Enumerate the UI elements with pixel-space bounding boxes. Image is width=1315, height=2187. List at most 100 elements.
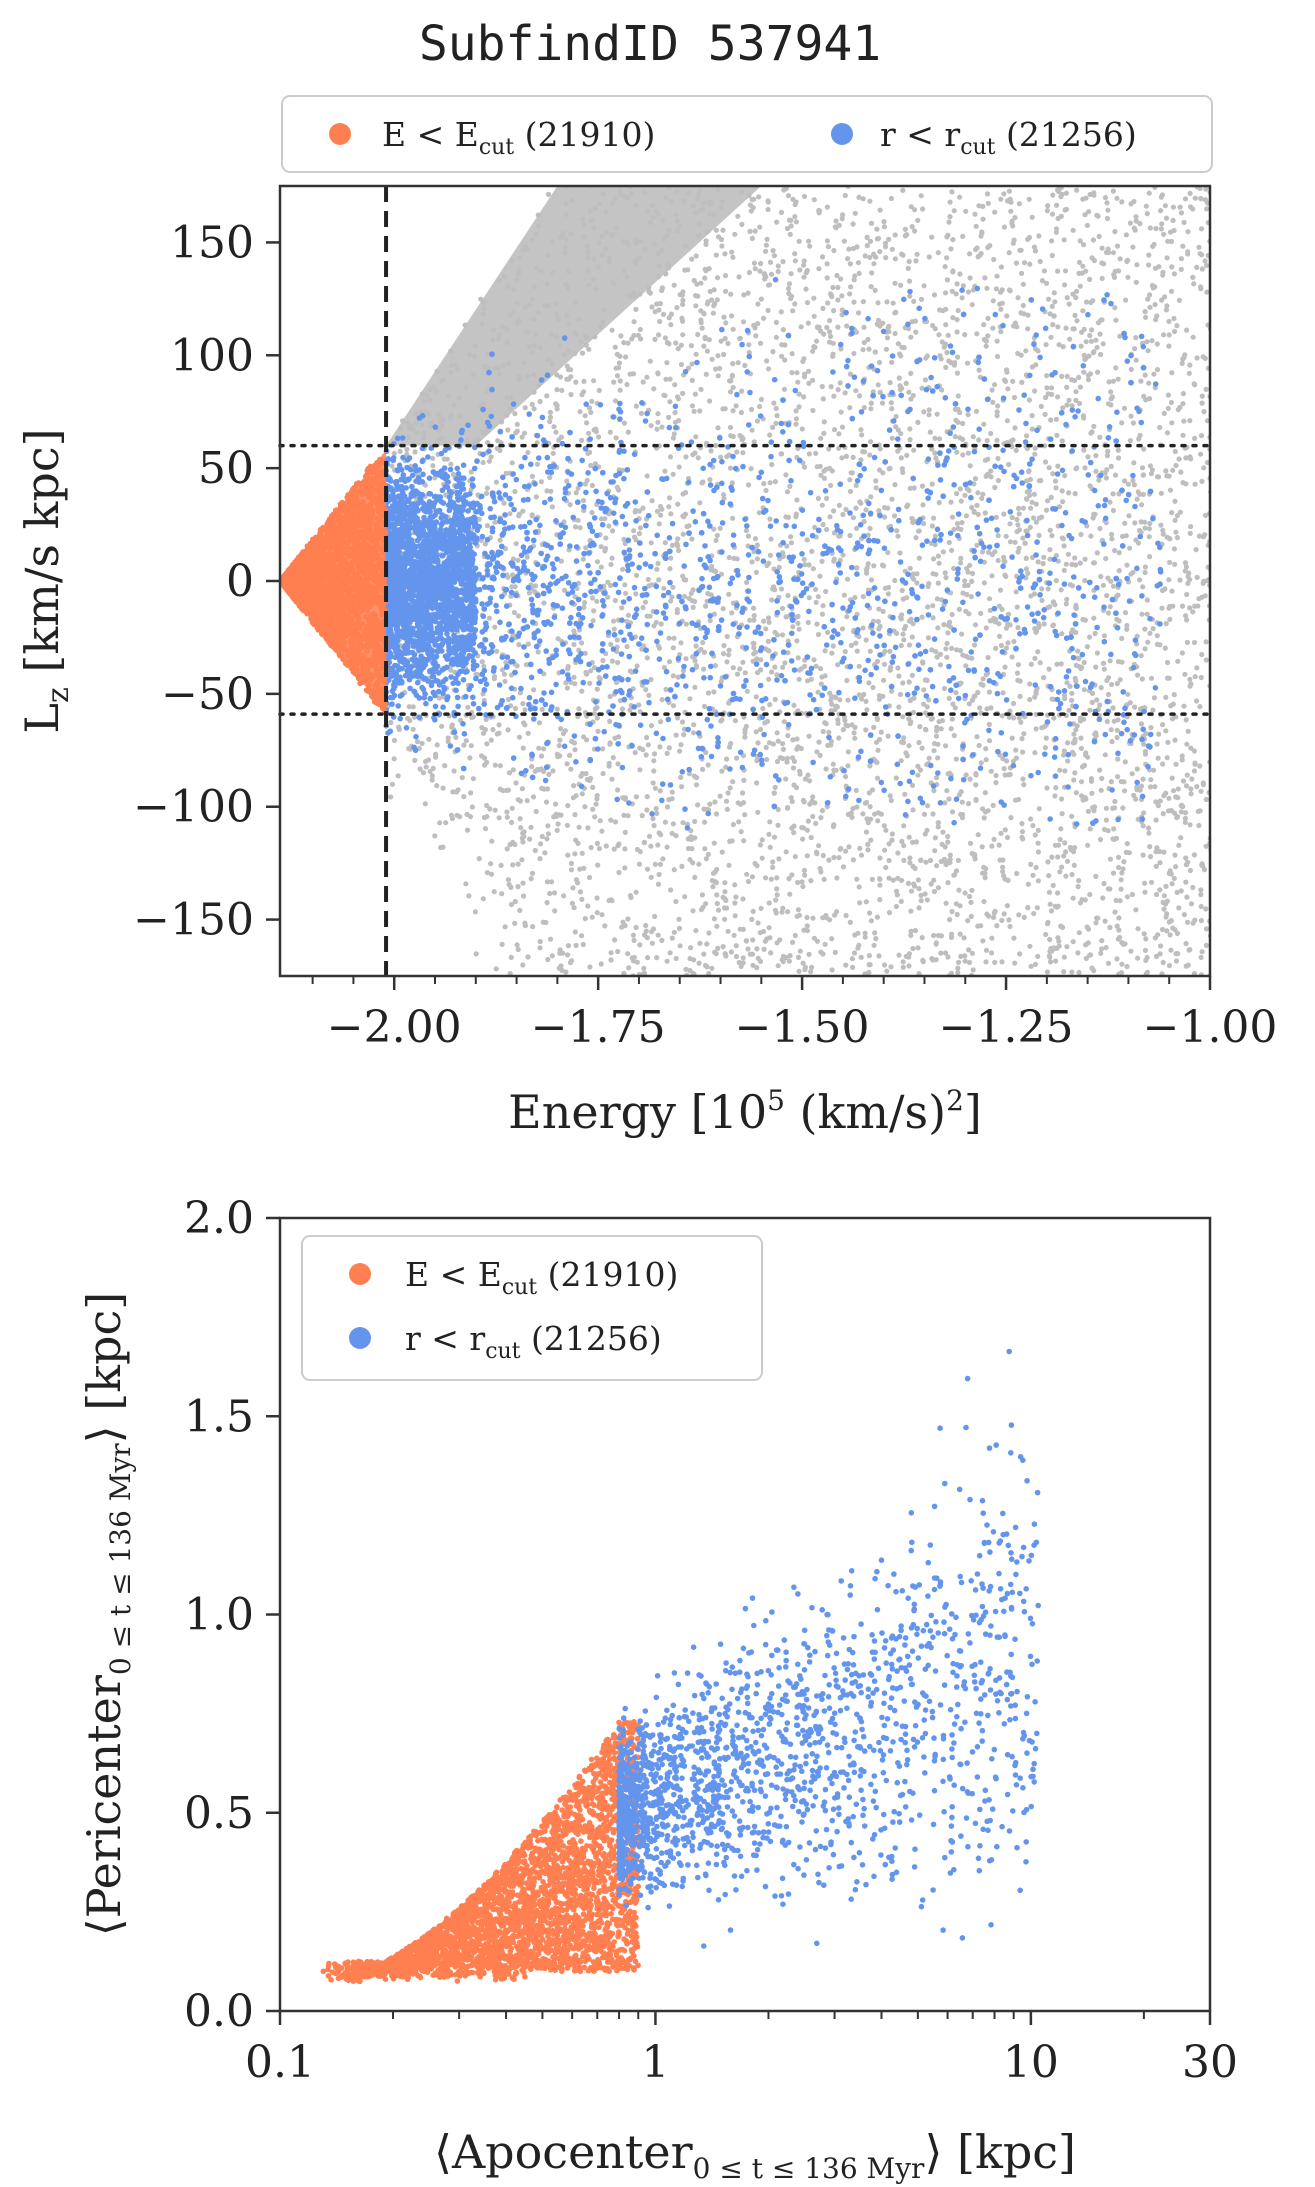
point-all — [916, 555, 922, 561]
point-all — [1155, 803, 1161, 809]
point-all — [675, 394, 681, 400]
point-all — [654, 508, 661, 514]
point-all — [752, 536, 759, 542]
point-all — [752, 228, 758, 234]
point-all — [729, 372, 736, 378]
point-all — [755, 809, 761, 815]
point-all — [884, 299, 890, 305]
point-all — [756, 194, 762, 200]
point-all — [796, 238, 802, 244]
point-all — [524, 798, 530, 804]
point-all — [1061, 237, 1067, 243]
point-all — [815, 689, 821, 695]
point-all — [1169, 420, 1175, 426]
point-all — [909, 224, 915, 230]
point-all — [701, 666, 707, 672]
point-all — [1155, 932, 1161, 938]
point-all — [806, 238, 812, 244]
point-all — [1130, 244, 1136, 250]
point-all — [925, 635, 932, 641]
point-all — [1185, 580, 1191, 587]
point-all — [1071, 862, 1077, 869]
point-all — [1001, 911, 1007, 917]
point-all — [525, 449, 531, 456]
point-all — [663, 376, 669, 382]
point-all — [932, 848, 938, 854]
point-all — [1173, 864, 1179, 870]
point-all — [579, 933, 585, 939]
point-all — [1153, 799, 1159, 805]
point-all — [843, 848, 849, 854]
point-all — [1109, 681, 1115, 688]
point-all — [1119, 940, 1125, 946]
point-all — [1090, 237, 1096, 243]
point-all — [938, 356, 944, 362]
point-all — [1108, 402, 1114, 408]
point-all — [687, 955, 693, 962]
point-all — [972, 642, 978, 648]
point-all — [1140, 852, 1146, 858]
point-all — [788, 540, 795, 546]
point-all — [603, 843, 609, 849]
point-all — [638, 410, 645, 416]
point-all — [852, 735, 858, 741]
point-all — [1062, 696, 1068, 702]
point-all — [934, 411, 940, 417]
point-all — [1174, 323, 1180, 329]
point-all — [670, 821, 677, 827]
point-all — [1012, 539, 1018, 545]
point-all — [1084, 644, 1090, 650]
point-all — [819, 558, 825, 565]
point-all — [743, 527, 750, 534]
point-all — [1009, 654, 1015, 660]
point-all — [1201, 465, 1207, 471]
point-all — [823, 588, 829, 595]
point-all — [881, 823, 887, 829]
point-all — [1017, 693, 1023, 700]
point-all — [1201, 578, 1207, 585]
point-all — [819, 808, 826, 814]
point-all — [755, 301, 761, 307]
point-all — [1053, 416, 1059, 422]
point-all — [1146, 830, 1152, 836]
point-all — [863, 698, 869, 705]
point-all — [843, 912, 849, 919]
point-all — [1035, 827, 1041, 834]
point-all — [867, 910, 873, 916]
point-all — [949, 547, 955, 554]
point-all — [1194, 784, 1200, 790]
point-all — [650, 926, 657, 932]
point-all — [703, 268, 709, 274]
point-all — [706, 337, 712, 343]
point-all — [1161, 231, 1167, 237]
point-all — [652, 785, 659, 791]
point-all — [590, 806, 596, 812]
point-all — [1154, 891, 1160, 898]
point-all — [618, 333, 624, 339]
point-all — [701, 951, 707, 957]
point-all — [1093, 664, 1099, 670]
point-all — [730, 384, 736, 391]
point-all — [653, 806, 659, 812]
point-all — [976, 742, 982, 749]
point-all — [594, 895, 600, 901]
point-all — [1179, 650, 1185, 656]
point-all — [1087, 891, 1093, 898]
point-all — [591, 608, 597, 614]
point-all — [703, 856, 710, 862]
point-all — [530, 924, 536, 930]
point-all — [983, 746, 989, 752]
point-all — [1077, 900, 1084, 906]
point-all — [1109, 394, 1115, 400]
point-all — [843, 453, 850, 459]
point-all — [492, 807, 498, 813]
point-all — [889, 359, 895, 365]
point-all — [750, 640, 756, 646]
point-all — [863, 727, 869, 733]
point-all — [943, 646, 949, 652]
point-all — [914, 580, 920, 586]
point-all — [1178, 809, 1184, 815]
point-all — [676, 916, 682, 922]
point-all — [888, 400, 894, 406]
point-all — [973, 408, 980, 414]
